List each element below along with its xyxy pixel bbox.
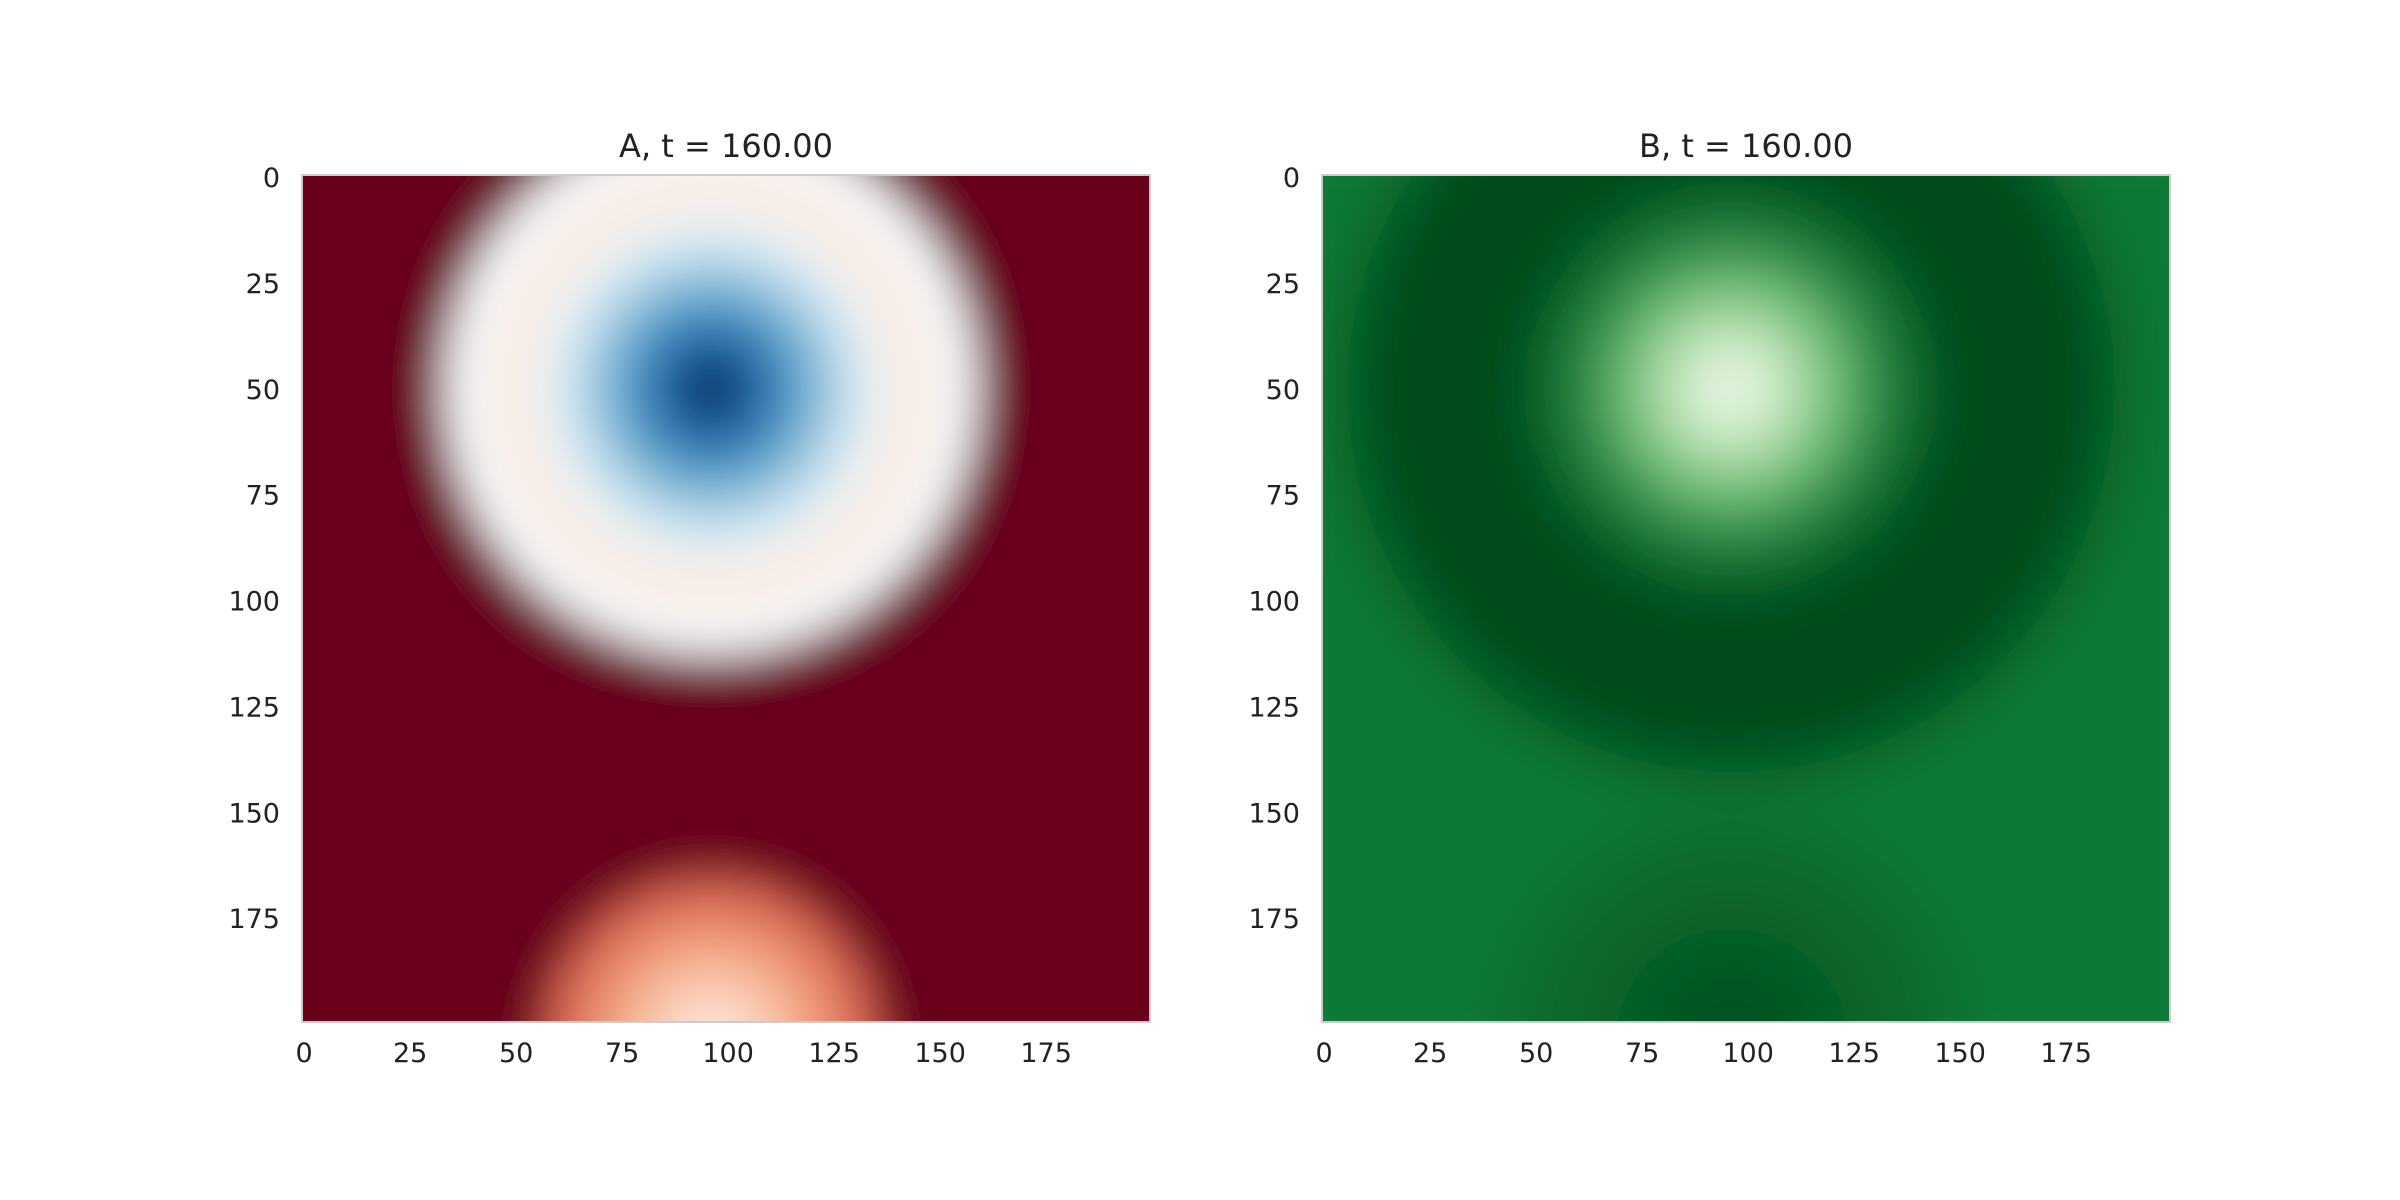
panel-b-title: B, t = 160.00 — [1639, 127, 1853, 165]
panel-a-x-tick-label: 150 — [914, 1038, 966, 1069]
panel-a-y-tick-label: 150 — [228, 798, 280, 829]
panel-b-x-tick-label: 175 — [2040, 1038, 2092, 1069]
panel-b-x-tick-label: 125 — [1828, 1038, 1880, 1069]
panel-b-y-tick-label: 0 — [1283, 163, 1300, 194]
panel-a-title: A, t = 160.00 — [619, 127, 833, 165]
panel-a-x-tick-label: 0 — [296, 1038, 313, 1069]
panel-b-y-tick-label: 25 — [1266, 269, 1300, 300]
panel-b-spot — [1499, 812, 1964, 1022]
panel-b-x-tick-label: 100 — [1722, 1038, 1774, 1069]
panel-a-y-tick-label: 125 — [228, 692, 280, 723]
panel-b-frame — [1321, 174, 2171, 1023]
panel-b-y-tick-label: 125 — [1248, 692, 1300, 723]
panel-a-y-tick-label: 50 — [246, 375, 280, 406]
panel-a-y-tick-label: 100 — [228, 587, 280, 618]
panel-a-spot — [543, 875, 880, 1022]
panel-b-x-ticks: 0 25 50 75 100 125 150 175 — [1316, 1038, 2092, 1069]
panel-a-spot-level — [684, 362, 738, 416]
panel-b-y-tick-label: 150 — [1248, 798, 1300, 829]
panel-a-y-tick-label: 75 — [246, 481, 280, 512]
panel-a-x-tick-label: 175 — [1020, 1038, 1072, 1069]
panel-b-x-tick-label: 150 — [1934, 1038, 1986, 1069]
panel-a-y-tick-label: 175 — [228, 904, 280, 935]
panel-a-x-tick-label: 75 — [605, 1038, 639, 1069]
panel-a-x-ticks: 0 25 50 75 100 125 150 175 — [296, 1038, 1072, 1069]
panel-a-heatmap — [302, 175, 1150, 1022]
panel-a-spot — [499, 176, 924, 601]
panel-b-heatmap — [1322, 175, 2170, 1022]
panel-a-spot-level — [651, 981, 771, 1022]
panel-b-y-tick-label: 75 — [1266, 481, 1300, 512]
panel-a-x-tick-label: 50 — [499, 1038, 533, 1069]
panel-b: B, t = 160.00 0 25 50 75 100 125 150 175 0 25 50 7… — [1248, 127, 2171, 1069]
panel-a-frame — [301, 174, 1151, 1023]
panel-a-y-tick-label: 0 — [263, 163, 280, 194]
panel-b-y-tick-label: 100 — [1248, 587, 1300, 618]
panel-b-x-tick-label: 75 — [1625, 1038, 1659, 1069]
panel-b-spot-level — [1677, 987, 1785, 1022]
panel-a-x-tick-label: 100 — [702, 1038, 754, 1069]
panel-a-y-ticks: 0 25 50 75 100 125 150 175 — [228, 163, 280, 935]
panel-a-x-tick-label: 25 — [393, 1038, 427, 1069]
panel-a-spot-level — [675, 1002, 747, 1022]
panel-a-y-tick-label: 25 — [246, 269, 280, 300]
panel-b-spot-level — [1709, 367, 1753, 411]
panel-b-y-tick-label: 175 — [1248, 904, 1300, 935]
panel-b-spot-level — [1713, 1016, 1749, 1022]
panel-a: A, t = 160.00 0 25 50 75 100 125 150 175 0 25 50 7… — [228, 127, 1151, 1069]
panel-b-x-tick-label: 25 — [1413, 1038, 1447, 1069]
panel-a-x-tick-label: 125 — [808, 1038, 860, 1069]
panel-b-spot — [1561, 219, 1901, 559]
panel-b-x-tick-label: 0 — [1316, 1038, 1333, 1069]
panel-b-x-tick-label: 50 — [1519, 1038, 1553, 1069]
panel-b-y-tick-label: 50 — [1266, 375, 1300, 406]
panel-b-y-ticks: 0 25 50 75 100 125 150 175 — [1248, 163, 1300, 935]
panel-b-ring — [1347, 175, 2115, 773]
